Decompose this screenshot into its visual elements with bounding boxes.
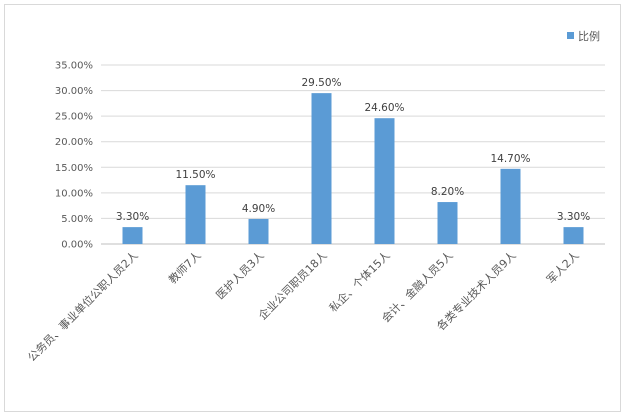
chart-frame: 0.00% 5.00% 10.00% 15.00% 20.00% 25.00% 30.00%… bbox=[4, 4, 621, 412]
y-tick-label: 5.00% bbox=[61, 214, 93, 225]
bar bbox=[185, 185, 206, 244]
legend-swatch bbox=[567, 32, 574, 39]
data-label: 3.30% bbox=[557, 211, 590, 223]
x-category-label: 医护人员3人 bbox=[213, 248, 267, 302]
bar bbox=[311, 93, 332, 244]
bars bbox=[122, 93, 584, 244]
data-label: 8.20% bbox=[431, 186, 464, 198]
legend-label: 比例 bbox=[578, 29, 600, 43]
y-tick-label: 35.00% bbox=[55, 61, 93, 72]
bar bbox=[437, 202, 458, 244]
data-label: 24.60% bbox=[364, 102, 404, 114]
x-category-label: 公务员、事业单位公职人员2人 bbox=[25, 248, 141, 364]
y-axis-tick-labels: 0.00% 5.00% 10.00% 15.00% 20.00% 25.00% 30.00%… bbox=[55, 61, 93, 251]
bar bbox=[563, 227, 584, 244]
legend: 比例 bbox=[567, 29, 600, 43]
bar bbox=[248, 218, 269, 244]
y-tick-label: 30.00% bbox=[55, 86, 93, 97]
y-tick-label: 0.00% bbox=[61, 240, 93, 251]
y-tick-label: 15.00% bbox=[55, 163, 93, 174]
gridlines bbox=[101, 64, 605, 245]
y-tick-label: 10.00% bbox=[55, 188, 93, 199]
y-tick-label: 25.00% bbox=[55, 112, 93, 123]
bar bbox=[500, 168, 521, 244]
x-category-label: 企业公司职员18人 bbox=[255, 248, 329, 322]
bar-chart: 0.00% 5.00% 10.00% 15.00% 20.00% 25.00% 30.00%… bbox=[25, 29, 605, 364]
data-label: 11.50% bbox=[175, 169, 215, 181]
data-label: 14.70% bbox=[490, 153, 530, 165]
x-category-label: 军人2人 bbox=[544, 249, 581, 286]
y-tick-label: 20.00% bbox=[55, 137, 93, 148]
bar bbox=[122, 227, 143, 244]
x-axis-category-labels: 公务员、事业单位公职人员2人 教师7人 医护人员3人企业公司职员18人私企、个体15… bbox=[25, 248, 582, 364]
data-label: 4.90% bbox=[242, 203, 275, 215]
x-category-label: 私企、个体15人 bbox=[326, 248, 392, 314]
data-label: 29.50% bbox=[301, 77, 341, 89]
x-category-label: 教师7人 bbox=[166, 249, 203, 286]
data-labels: 3.30% 11.50% 4.90% 29.50% 24.60% 8.20% 14.70% 3… bbox=[116, 77, 590, 223]
data-label: 3.30% bbox=[116, 211, 149, 223]
bar bbox=[374, 118, 395, 244]
